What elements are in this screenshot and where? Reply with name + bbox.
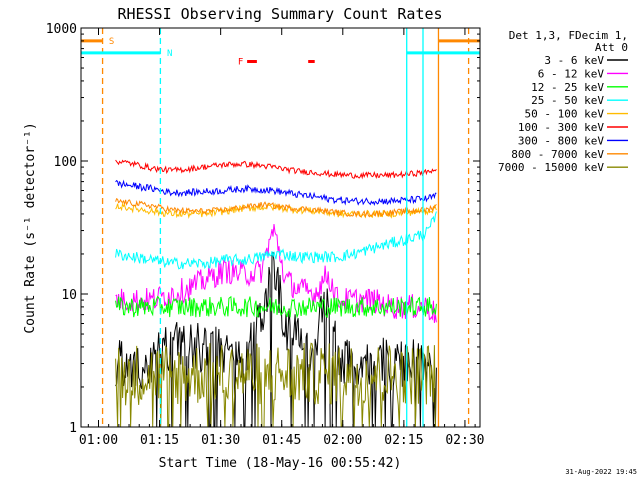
legend-label-1: 3 - 6 keV [544, 54, 604, 67]
legend-label-4: 25 - 50 keV [531, 94, 604, 107]
y-tick-label: 100 [54, 155, 77, 170]
legend-label-7: 300 - 800 keV [518, 134, 604, 147]
y-tick-label: 1 [69, 421, 77, 436]
y-tick-label: 10 [61, 288, 77, 303]
x-tick-label: 02:15 [384, 433, 423, 448]
legend-header-line-1: Det 1,3, FDecim 1, [509, 29, 628, 42]
series-line-7 [115, 179, 437, 206]
x-tick-label: 01:45 [262, 433, 301, 448]
observing-flags: S N F [81, 37, 480, 67]
series-line-4 [115, 211, 437, 270]
legend-label-3: 12 - 25 keV [531, 81, 604, 94]
series-line-6 [115, 159, 437, 180]
series-group [115, 159, 437, 428]
footer-timestamp: 31-Aug-2022 19:45 [565, 468, 637, 476]
legend-label-9: 7000 - 15000 keV [498, 161, 604, 174]
y-axis: 1 10 100 1000 [46, 22, 480, 436]
chart-title: RHESSI Observing Summary Count Rates [117, 5, 442, 23]
legend-label-8: 800 - 7000 keV [511, 148, 604, 161]
flag-label-f: F [238, 57, 243, 67]
x-tick-label: 01:00 [79, 433, 118, 448]
series-line-9 [115, 342, 437, 428]
plot-frame [80, 27, 481, 428]
x-axis: 01:00 01:15 01:30 01:45 02:00 02:15 02:30 [79, 28, 485, 448]
legend-header-line-2: Att 0 [595, 41, 628, 54]
legend-label-6: 100 - 300 keV [518, 121, 604, 134]
legend-label-5: 50 - 100 keV [525, 108, 605, 121]
event-lines [101, 28, 470, 427]
x-tick-label: 01:15 [140, 433, 179, 448]
series-line-3 [115, 295, 437, 319]
series-line-2 [115, 223, 437, 323]
x-tick-label: 01:30 [201, 433, 240, 448]
legend-label-2: 6 - 12 keV [538, 67, 605, 80]
flag-label-n: N [167, 49, 172, 59]
series-line-5 [115, 201, 437, 219]
y-axis-label: Count Rate (s⁻¹ detector⁻¹) [23, 122, 38, 333]
series-line-8 [115, 197, 437, 219]
x-tick-label: 02:00 [323, 433, 362, 448]
y-tick-label: 1000 [46, 22, 77, 37]
x-axis-label: Start Time (18-May-16 00:55:42) [159, 456, 402, 471]
flag-label-s: S [109, 37, 114, 47]
x-tick-label: 02:30 [445, 433, 484, 448]
